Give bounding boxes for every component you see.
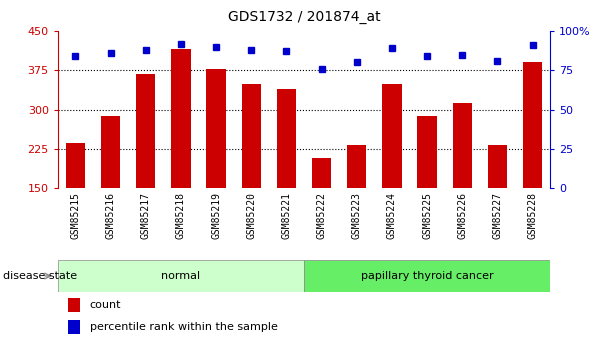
Bar bbox=[304, 260, 550, 292]
Bar bbox=[277, 89, 296, 188]
Bar bbox=[523, 62, 542, 188]
Bar bbox=[418, 116, 437, 188]
Bar bbox=[136, 74, 156, 188]
Bar bbox=[67, 297, 80, 312]
Text: normal: normal bbox=[161, 271, 201, 281]
Bar bbox=[347, 145, 367, 188]
Text: GSM85219: GSM85219 bbox=[211, 192, 221, 239]
Text: GDS1732 / 201874_at: GDS1732 / 201874_at bbox=[227, 10, 381, 24]
Text: GSM85221: GSM85221 bbox=[282, 192, 291, 239]
Text: GSM85227: GSM85227 bbox=[492, 192, 502, 239]
Bar bbox=[382, 85, 402, 188]
Text: GSM85220: GSM85220 bbox=[246, 192, 256, 239]
Bar bbox=[58, 260, 304, 292]
Text: papillary thyroid cancer: papillary thyroid cancer bbox=[361, 271, 494, 281]
Text: GSM85218: GSM85218 bbox=[176, 192, 186, 239]
Bar bbox=[452, 103, 472, 188]
Bar bbox=[206, 69, 226, 188]
Text: GSM85217: GSM85217 bbox=[140, 192, 151, 239]
Bar bbox=[488, 145, 507, 188]
Text: GSM85222: GSM85222 bbox=[317, 192, 326, 239]
Text: GSM85226: GSM85226 bbox=[457, 192, 468, 239]
Bar bbox=[66, 142, 85, 188]
Text: GSM85223: GSM85223 bbox=[352, 192, 362, 239]
Bar bbox=[171, 49, 190, 188]
Text: count: count bbox=[90, 299, 121, 309]
Bar bbox=[67, 320, 80, 334]
Text: GSM85215: GSM85215 bbox=[71, 192, 80, 239]
Text: GSM85225: GSM85225 bbox=[422, 192, 432, 239]
Bar bbox=[312, 158, 331, 188]
Text: percentile rank within the sample: percentile rank within the sample bbox=[90, 322, 278, 332]
Text: GSM85228: GSM85228 bbox=[528, 192, 537, 239]
Bar bbox=[101, 116, 120, 188]
Text: GSM85224: GSM85224 bbox=[387, 192, 397, 239]
Text: GSM85216: GSM85216 bbox=[106, 192, 116, 239]
Bar bbox=[241, 85, 261, 188]
Text: disease state: disease state bbox=[3, 271, 77, 281]
